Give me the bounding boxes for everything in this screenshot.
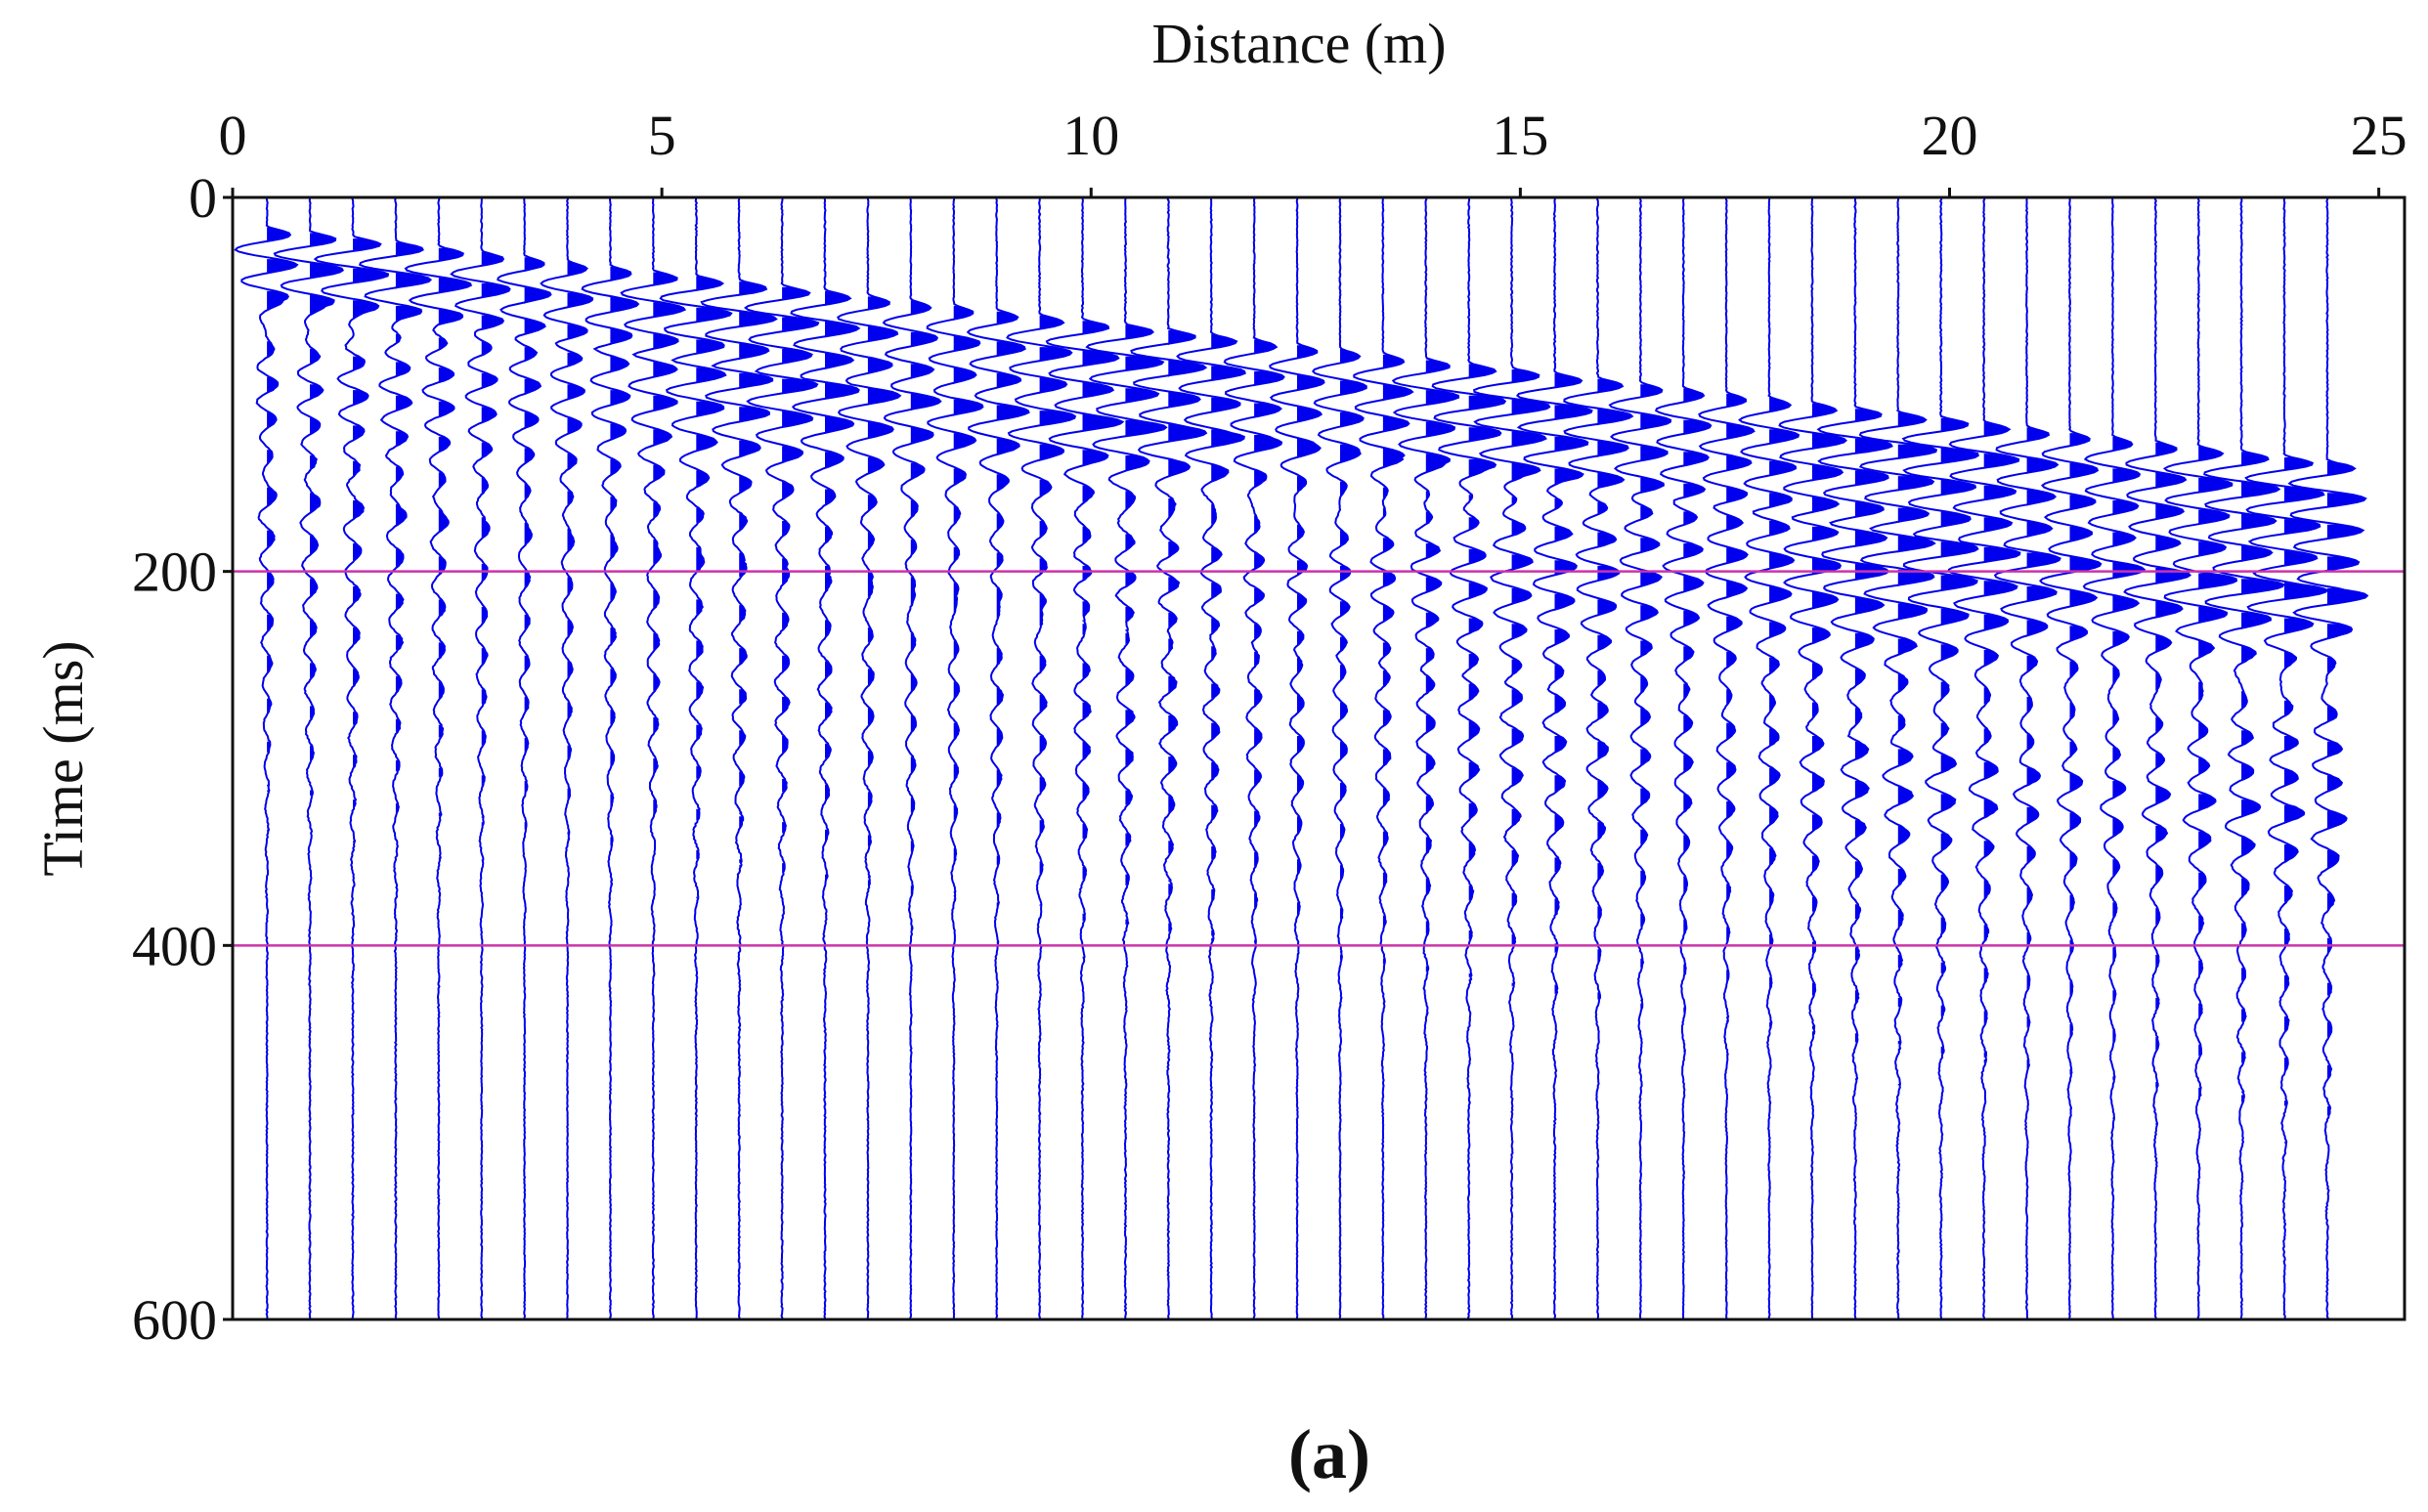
y-tick-label: 200: [132, 540, 217, 604]
seismic-trace: [2244, 196, 2329, 1320]
x-tick-label: 20: [1922, 104, 1978, 167]
seismic-traces: [234, 196, 2369, 1320]
trace-fill: [1812, 403, 1846, 1036]
seismic-trace: [1738, 196, 1800, 1320]
y-axis-label: Time (ms): [31, 640, 95, 876]
trace-fill: [1897, 412, 1936, 1086]
seismic-trace: [882, 196, 942, 1320]
seismic-trace: [2162, 196, 2238, 1320]
seismic-trace: [1269, 196, 1325, 1320]
trace-fill: [2284, 457, 2327, 1145]
seismic-trace: [1391, 196, 1460, 1320]
trace-fill: [2198, 446, 2237, 1098]
trace-fill: [1082, 321, 1123, 959]
seismic-trace: [1176, 196, 1246, 1320]
seismic-trace: [540, 196, 594, 1319]
seismic-trace: [966, 196, 1030, 1320]
y-axis-ticks: 0 200 400 600: [132, 166, 233, 1352]
y-tick-label: 600: [132, 1288, 217, 1352]
trace-fill: [2155, 442, 2190, 1126]
seismic-trace: [1993, 196, 2061, 1320]
trace-fill: [2069, 433, 2102, 1110]
seismic-trace: [790, 196, 861, 1320]
seismic-trace: [358, 196, 433, 1320]
seismic-trace: [450, 196, 511, 1320]
trace-fill: [653, 272, 685, 815]
seismic-trace: [1006, 196, 1077, 1320]
seismic-trace: [1223, 196, 1285, 1320]
seismic-trace: [1085, 196, 1168, 1320]
reference-lines: [233, 570, 2405, 947]
seismic-trace: [1858, 196, 1938, 1319]
x-tick-label: 15: [1492, 104, 1548, 167]
trace-fill: [2112, 436, 2145, 1120]
trace-fill: [1940, 417, 1978, 1055]
seismic-trace: [1816, 196, 1893, 1320]
trace-fill: [2026, 427, 2060, 1069]
seismic-trace: [700, 196, 778, 1320]
x-axis-ticks: 0 5 10 15 20 25: [219, 104, 2407, 197]
seismic-trace: [234, 196, 299, 1320]
seismic-trace: [2082, 196, 2146, 1320]
y-tick-label: 0: [189, 166, 217, 230]
seismic-trace: [497, 196, 552, 1320]
x-tick-label: 0: [219, 104, 247, 167]
seismic-trace: [1778, 197, 1848, 1320]
trace-fill: [996, 311, 1029, 944]
trace-fill: [1769, 397, 1799, 1028]
plot-frame: [231, 195, 2406, 1321]
seismic-trace: [404, 196, 473, 1320]
seismic-trace: [313, 196, 390, 1320]
x-tick-label: 5: [648, 104, 676, 167]
seismic-trace: [1472, 196, 1551, 1320]
seismic-trace: [1654, 196, 1713, 1320]
seismic-trace: [1431, 196, 1507, 1320]
seismic-trace: [1045, 196, 1125, 1320]
seismic-trace: [581, 196, 640, 1320]
seismic-trace: [1901, 197, 1979, 1320]
panel-label: (a): [1288, 1415, 1370, 1493]
seismic-trace: [743, 196, 820, 1320]
seismic-trace: [1698, 196, 1756, 1320]
seismic-trace: [926, 197, 984, 1320]
trace-fill: [2241, 452, 2284, 1103]
x-tick-label: 10: [1062, 104, 1119, 167]
seismic-trace: [273, 196, 345, 1320]
seismic-trace: [620, 196, 687, 1320]
seismic-trace: [837, 196, 902, 1320]
seismic-trace: [1311, 196, 1367, 1320]
trace-fill: [1640, 384, 1671, 1010]
seismic-trace: [1515, 196, 1593, 1320]
seismic-trace: [2203, 196, 2285, 1319]
seismic-trace: [1563, 196, 1634, 1320]
seismic-trace: [1353, 196, 1414, 1320]
x-tick-label: 25: [2351, 104, 2407, 167]
seismic-trace: [1608, 196, 1672, 1320]
seismic-trace: [2287, 196, 2369, 1320]
seismic-trace: [2038, 197, 2103, 1320]
trace-fill: [1983, 421, 2020, 1063]
trace-fill: [1726, 393, 1755, 1057]
trace-fill: [1340, 349, 1366, 1000]
trace-fill: [1854, 409, 1892, 1081]
x-axis-label: Distance (m): [1151, 12, 1446, 75]
y-tick-label: 400: [132, 914, 217, 977]
trace-fill: [2327, 460, 2367, 1116]
trace-fill: [1683, 388, 1712, 1053]
seismic-trace: [2123, 196, 2192, 1320]
seismic-trace: [1947, 196, 2021, 1320]
seismic-trace: [659, 196, 733, 1320]
seismic-trace: [1130, 196, 1208, 1320]
